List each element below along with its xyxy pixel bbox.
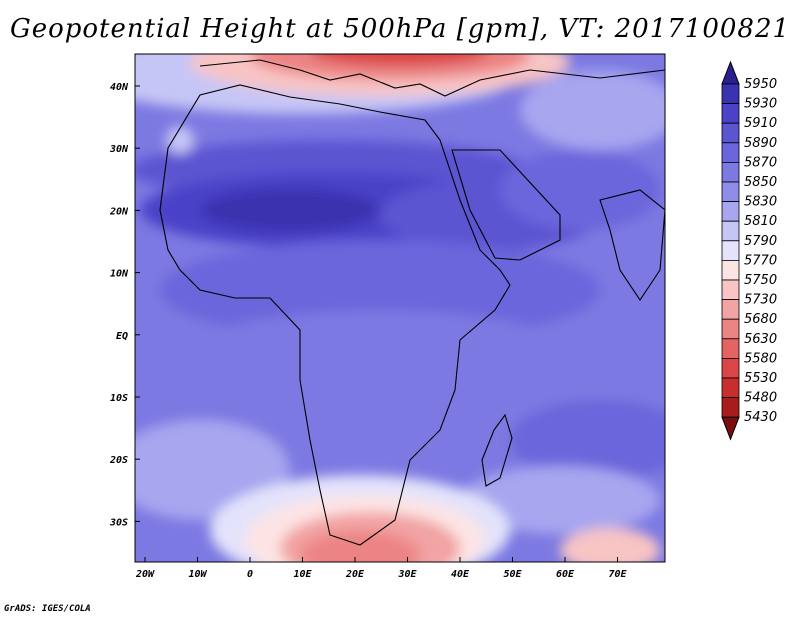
colorbar-label: 5870	[744, 155, 777, 170]
latitude-axis: 40N 30N 20N 10N EQ 10S 20S 30S	[109, 82, 140, 528]
grads-credit: GrADS: IGES/COLA	[4, 604, 91, 614]
field-5810-se	[460, 466, 660, 534]
india-coastline	[599, 189, 665, 301]
lat-label: 20N	[109, 206, 129, 217]
colorbar-swatch	[721, 240, 740, 261]
field-5850-south	[140, 310, 620, 450]
field-5810-blob	[166, 126, 194, 154]
colorbar-label: 5850	[744, 175, 777, 190]
colorbar-label: 5890	[744, 136, 777, 151]
colorbar-label: 5830	[744, 195, 777, 210]
colorbar-swatch	[721, 357, 740, 379]
colorbar-swatch	[721, 338, 740, 359]
field-5580-north	[310, 54, 490, 66]
colorbar-swatch	[721, 318, 740, 340]
longitude-axis: 20W 10W 0 10E 20E 30E 40E 50E 60E 70E	[135, 557, 628, 580]
colorbar: 5950 5930 5910 5890 5870 5850 5830 5810 5790 5770…	[721, 60, 777, 441]
colorbar-top-arrow	[721, 60, 740, 85]
colorbar-swatch	[721, 397, 740, 418]
lon-label: 10E	[293, 569, 312, 580]
colorbar-swatch	[721, 122, 740, 144]
lat-label: 20S	[109, 455, 128, 466]
field-5810-ne	[520, 70, 665, 150]
field-5750-se	[560, 528, 660, 562]
field-5680-south	[300, 531, 420, 562]
colorbar-label: 5530	[744, 371, 777, 386]
colorbar-label: 5930	[744, 97, 777, 112]
colorbar-label: 5950	[744, 77, 777, 92]
lon-label: 70E	[608, 569, 627, 580]
colorbar-swatch	[721, 201, 740, 222]
colorbar-label: 5750	[744, 273, 777, 288]
lat-label: EQ	[116, 331, 128, 342]
colorbar-label: 5480	[744, 391, 777, 406]
colorbar-swatch	[721, 299, 740, 320]
colorbar-bottom-arrow	[721, 416, 740, 441]
colorbar-swatch	[721, 103, 740, 124]
lon-label: 40E	[451, 569, 470, 580]
lon-label: 10W	[188, 569, 207, 580]
colorbar-label: 5680	[744, 312, 777, 327]
lon-label: 0	[247, 569, 253, 580]
colorbar-swatch	[721, 142, 740, 163]
colorbar-label: 5430	[744, 410, 777, 425]
colorbar-label: 5730	[744, 293, 777, 308]
colorbar-swatch	[721, 259, 740, 281]
europe-coastline	[199, 59, 665, 97]
chart-title: Geopotential Height at 500hPa [gpm], VT:…	[9, 14, 791, 44]
africa-coastline	[159, 84, 511, 546]
colorbar-swatch	[721, 377, 740, 399]
plot-frame	[134, 53, 666, 563]
field-5870-arabia	[500, 150, 660, 230]
lon-label: 30E	[397, 569, 417, 580]
field-5930-core	[200, 188, 380, 232]
colorbar-label: 5790	[744, 234, 777, 249]
arabia-coastline	[451, 149, 561, 261]
lat-label: 10S	[110, 393, 128, 404]
colorbar-label: 5630	[744, 332, 777, 347]
colorbar-swatch	[721, 181, 740, 203]
colorbar-label: 5910	[744, 116, 777, 131]
field-5870-se	[510, 400, 665, 480]
colorbar-label: 5810	[744, 214, 777, 229]
lon-label: 20W	[135, 569, 155, 580]
colorbar-swatch	[721, 220, 740, 242]
lon-label: 20E	[345, 569, 365, 580]
colorbar-swatch	[721, 83, 740, 105]
colorbar-label: 5580	[744, 351, 777, 366]
lat-label: 40N	[110, 82, 129, 93]
height-field	[135, 54, 665, 562]
madagascar-coastline	[481, 413, 513, 487]
lat-label: 10N	[110, 269, 129, 280]
colorbar-label: 5770	[744, 253, 777, 268]
colorbar-swatch	[721, 161, 740, 183]
colorbar-swatch	[721, 279, 740, 301]
lon-label: 60E	[556, 569, 575, 580]
lon-label: 50E	[503, 569, 522, 580]
lat-label: 30N	[109, 144, 129, 155]
lat-label: 30S	[109, 517, 128, 528]
